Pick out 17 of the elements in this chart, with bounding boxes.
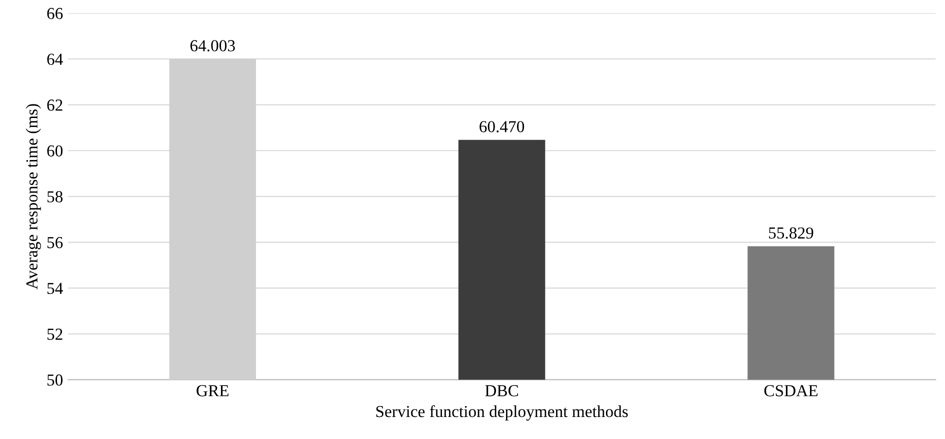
y-tick-label: 62 [47,100,62,111]
y-tick-label: 60 [47,145,63,157]
y-tick-label: 56 [47,237,63,248]
y-tick-label: 58 [47,191,63,202]
x-tick-label: DBC [485,385,518,396]
x-axis-title: Service function deployment methods [376,405,628,421]
data-label: 55.829 [769,227,814,239]
y-tick-label: 50 [47,374,63,386]
y-tick-label: 66 [47,8,63,20]
y-tick-label: 52 [47,328,62,340]
data-label: 64.003 [190,40,235,52]
x-tick-label: GRE [196,385,228,396]
x-tick-label: CSDAE [764,385,818,396]
y-tick-label: 54 [47,282,63,294]
y-axis-title: Average response time (ms) [26,104,41,290]
data-label: 60.470 [480,121,524,132]
y-tick-label: 64 [47,54,63,65]
